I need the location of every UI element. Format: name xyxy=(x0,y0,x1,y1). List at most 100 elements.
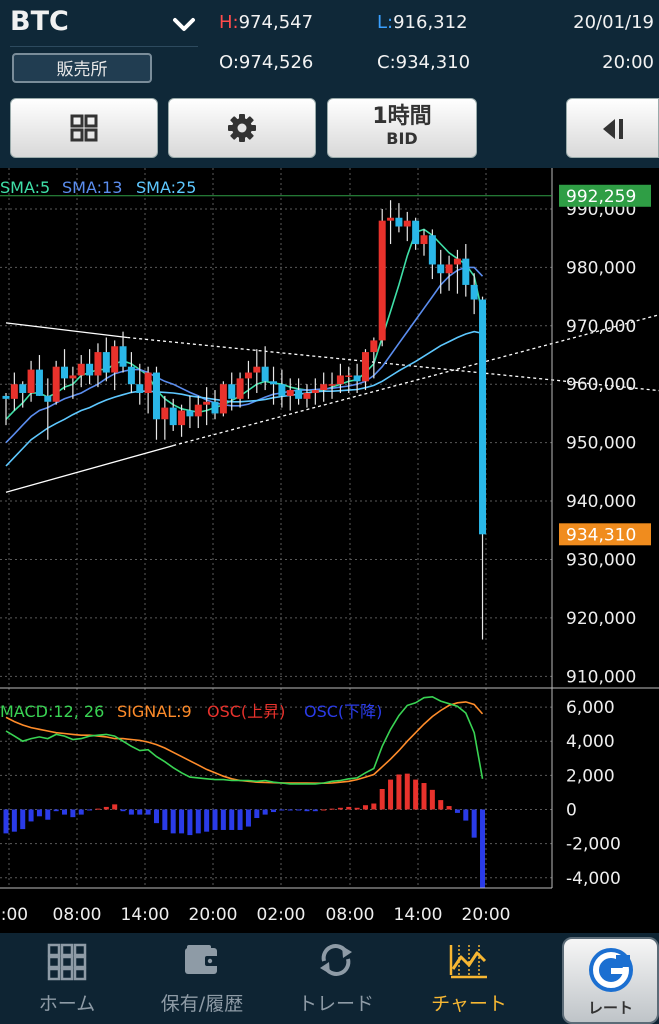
candle-body xyxy=(52,366,60,402)
candle-body xyxy=(219,384,227,414)
osc-bar xyxy=(463,809,469,821)
open-value: 974,526 xyxy=(238,52,314,73)
osc-bar xyxy=(103,806,109,810)
osc-bar xyxy=(137,809,143,815)
candle-body xyxy=(44,395,52,402)
osc-bar xyxy=(87,809,93,811)
osc-bar xyxy=(421,783,427,810)
osc-bar xyxy=(237,809,243,830)
osc-bar xyxy=(254,809,260,819)
candle-body xyxy=(420,235,428,245)
nav-chart[interactable]: チャート xyxy=(404,933,534,1024)
layout-button[interactable] xyxy=(10,98,158,158)
time-tick-label: 20:00 xyxy=(189,905,238,925)
osc-bar xyxy=(245,809,251,827)
macd-tick-label: 0 xyxy=(566,800,577,820)
macd-tick-label: 2,000 xyxy=(566,766,615,786)
high-value: 974,547 xyxy=(238,12,314,33)
candle-body xyxy=(353,375,361,382)
candle-body xyxy=(19,384,27,393)
close-price: C:934,310 xyxy=(377,52,470,73)
trend-line xyxy=(5,322,128,339)
price-tick-label: 930,000 xyxy=(566,550,636,570)
candle-body xyxy=(244,372,252,379)
low-value: 916,312 xyxy=(393,12,468,33)
sma-legend-item: SMA:13 xyxy=(62,178,122,197)
osc-bar xyxy=(62,809,68,815)
nav-home-label: ホーム xyxy=(38,993,96,1015)
candle-body xyxy=(211,401,219,414)
sma-line-sma5 xyxy=(5,228,484,420)
market-type-button[interactable]: 販売所 xyxy=(12,53,152,83)
osc-bar xyxy=(471,809,477,838)
time-tick-label: 14:00 xyxy=(394,905,443,925)
candle-body xyxy=(61,366,69,379)
price-tick-label: 940,000 xyxy=(566,492,636,512)
osc-bar xyxy=(404,773,410,810)
osc-bar xyxy=(162,809,168,830)
sma-legend-item: SMA:5 xyxy=(0,178,50,197)
nav-holdings[interactable]: 保有/履歴 xyxy=(137,933,267,1024)
osc-bar xyxy=(279,809,285,811)
candle-body xyxy=(437,264,445,274)
chevron-down-icon[interactable] xyxy=(170,12,198,38)
gear-icon xyxy=(228,114,256,142)
osc-bar xyxy=(195,809,201,834)
close-key: C: xyxy=(377,52,396,73)
osc-bar xyxy=(145,809,151,815)
candle-body xyxy=(412,220,420,245)
candle-time: 20:00 xyxy=(602,52,654,73)
candle-body xyxy=(345,375,353,377)
symbol-title[interactable]: BTC xyxy=(10,6,69,37)
time-tick-label: 14:00 xyxy=(121,905,170,925)
osc-bar xyxy=(28,809,34,822)
candle-body xyxy=(69,375,77,379)
chart-area[interactable]: 990,000 980,000 970,000 960,000 950,000 940,0… xyxy=(0,168,659,933)
price-chart-svg[interactable]: 990,000980,000970,000960,000950,000940,0… xyxy=(0,168,659,933)
high-key: H: xyxy=(219,12,239,33)
sma-line-sma13 xyxy=(5,266,484,444)
candle-body xyxy=(136,384,144,393)
candle-body xyxy=(178,410,186,426)
price-tick-label: 970,000 xyxy=(566,317,636,337)
time-tick-label: 08:00 xyxy=(53,905,102,925)
nav-trade[interactable]: トレード xyxy=(271,933,401,1024)
candle-body xyxy=(10,384,18,399)
candle-body xyxy=(479,299,487,535)
osc-bar xyxy=(271,809,277,813)
osc-bar xyxy=(204,809,210,832)
osc-bar xyxy=(362,805,368,810)
osc-bar xyxy=(36,809,42,817)
osc-bar xyxy=(304,809,310,812)
candle-body xyxy=(102,352,110,373)
time-tick-label: 08:00 xyxy=(326,905,375,925)
candle-body xyxy=(253,366,261,373)
osc-bar xyxy=(396,774,402,810)
timeframe-label: 1時間 xyxy=(372,104,432,129)
bottom-navigation: ホーム 保有/履歴 トレード チャート xyxy=(0,933,659,1024)
price-tick-label: 950,000 xyxy=(566,434,636,454)
collapse-panel-button[interactable] xyxy=(566,98,659,158)
timeframe-button[interactable]: 1時間 BID xyxy=(327,98,477,158)
macd-legend-item: SIGNAL:9 xyxy=(117,702,192,721)
high-price: H:974,547 xyxy=(219,12,313,33)
candle-body xyxy=(119,346,127,367)
trend-line xyxy=(5,444,174,493)
nav-rate-button[interactable]: レート xyxy=(562,937,659,1024)
refresh-arrows-icon xyxy=(320,944,352,976)
candle-body xyxy=(111,346,119,373)
candle-body xyxy=(77,363,85,376)
osc-bar xyxy=(337,807,343,810)
osc-bar xyxy=(212,809,218,830)
osc-bar xyxy=(179,809,185,834)
candle-body xyxy=(370,340,378,353)
nav-home[interactable]: ホーム xyxy=(2,933,132,1024)
candle-body xyxy=(270,381,278,385)
settings-button[interactable] xyxy=(168,98,316,158)
open-price: O:974,526 xyxy=(219,52,313,73)
candle-body xyxy=(169,407,177,426)
nav-chart-label: チャート xyxy=(431,993,507,1015)
price-tick-label: 960,000 xyxy=(566,375,636,395)
osc-bar xyxy=(480,809,486,888)
candle-body xyxy=(194,404,202,417)
